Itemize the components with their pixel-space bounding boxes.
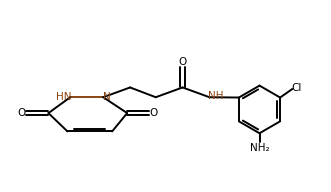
Text: N: N bbox=[103, 92, 111, 102]
Text: O: O bbox=[150, 108, 158, 118]
Text: NH: NH bbox=[209, 91, 224, 101]
Text: O: O bbox=[179, 57, 187, 67]
Text: NH₂: NH₂ bbox=[250, 143, 269, 153]
Text: Cl: Cl bbox=[292, 83, 302, 93]
Text: O: O bbox=[17, 108, 25, 118]
Text: HN: HN bbox=[56, 92, 71, 102]
